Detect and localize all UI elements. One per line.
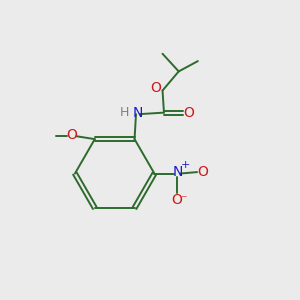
Text: O: O xyxy=(171,193,182,207)
Text: N: N xyxy=(173,165,183,179)
Text: H: H xyxy=(120,106,130,119)
Text: ⁻: ⁻ xyxy=(180,194,186,207)
Text: O: O xyxy=(66,128,77,142)
Text: O: O xyxy=(151,81,161,94)
Text: +: + xyxy=(181,160,190,170)
Text: O: O xyxy=(183,106,194,120)
Text: O: O xyxy=(197,165,208,179)
Text: N: N xyxy=(133,106,143,120)
